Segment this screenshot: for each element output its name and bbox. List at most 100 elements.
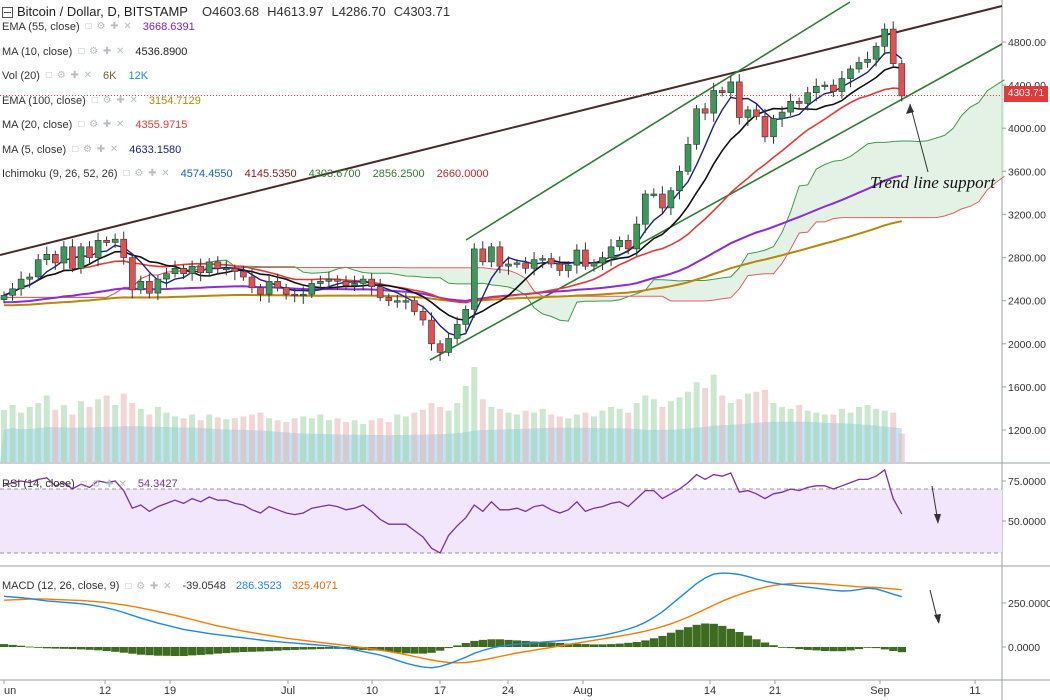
price-axis-label: 2000.00 [1008, 339, 1046, 351]
time-axis-label: 10 [366, 685, 378, 697]
volume-bar [462, 386, 469, 462]
volume-bar [402, 416, 409, 462]
indicator-row[interactable]: Vol (20) □ ⚙ ✚ ✕ 6K 12K [2, 67, 148, 85]
candle-body [676, 171, 683, 192]
volume-bar [180, 418, 187, 462]
volume-bar [796, 405, 803, 462]
volume-bar [573, 414, 580, 462]
volume-bar [727, 403, 734, 462]
candle-body [590, 262, 598, 267]
macd-histogram-bar [188, 647, 197, 656]
macd-histogram-bar [470, 640, 479, 647]
volume-bar [736, 399, 743, 462]
channel-upper-trend-line [465, 1, 851, 241]
resistance-trend-line [0, 5, 1003, 256]
macd-histogram-bar [701, 623, 710, 647]
macd-histogram-bar [649, 638, 658, 647]
indicator-label: EMA (100, close) [2, 94, 86, 107]
indicator-controls-icon[interactable]: □ ⚙ ✚ ✕ [123, 168, 171, 179]
macd-legend[interactable]: MACD (12, 26, close, 9) □ ⚙ ✚ ✕ -39.0548… [2, 580, 338, 592]
candle-body [513, 262, 521, 265]
volume-bar [197, 420, 204, 462]
indicator-controls-icon[interactable]: □ ⚙ ✚ ✕ [91, 94, 139, 106]
candle-body [129, 257, 136, 291]
candle-body [51, 254, 59, 264]
indicator-row[interactable]: EMA (55, close) □ ⚙ ✚ ✕ 3668.6391 [2, 18, 195, 36]
macd-histogram-bar [179, 647, 188, 656]
indicator-row[interactable]: EMA (100, close) □ ⚙ ✚ ✕ 3154.7129 [2, 92, 201, 110]
indicator-row[interactable]: MA (10, close) □ ⚙ ✚ ✕ 4536.8900 [2, 43, 187, 61]
candle-body [830, 84, 837, 92]
indicator-controls-icon[interactable]: □ ⚙ ✚ ✕ [72, 143, 120, 155]
candle-body [522, 262, 529, 269]
volume-bar [9, 405, 16, 462]
macd-histogram-bar [709, 623, 718, 647]
volume-bar [770, 403, 777, 462]
candle-body [564, 264, 572, 271]
candle-body [103, 240, 110, 243]
volume-bar [565, 418, 572, 462]
rsi-axis-label: 75.0000 [1008, 476, 1046, 488]
volume-bar [18, 412, 25, 462]
indicator-controls-icon[interactable]: □ ⚙ ✚ ✕ [85, 21, 133, 32]
candle-body [248, 276, 256, 289]
macd-histogram-bar [77, 647, 86, 650]
candle-body [317, 280, 324, 284]
indicator-label: Ichimoku (9, 26, 52, 26) [2, 168, 118, 180]
indicator-controls-icon[interactable]: □ ⚙ ✚ ✕ [45, 70, 94, 81]
indicator-value: 4355.9715 [135, 119, 188, 131]
volume-bar [488, 406, 495, 462]
indicator-value: 2660.0000 [436, 168, 489, 180]
macd-histogram-bar [846, 647, 855, 651]
macd-histogram-bar [376, 647, 385, 651]
indicator-row[interactable]: Ichimoku (9, 26, 52, 26) □ ⚙ ✚ ✕ 4574.4550… [2, 165, 489, 183]
candle-body [368, 278, 376, 287]
indicator-controls-icon[interactable]: □ ⚙ ✚ ✕ [78, 45, 126, 57]
volume-bar [804, 410, 811, 462]
macd-histogram-bar [51, 647, 60, 649]
candle-body [470, 248, 478, 310]
volume-bar [78, 401, 84, 462]
macd-histogram-bar [880, 647, 889, 650]
indicator-value: 4303.6700 [308, 168, 361, 180]
volume-bar [779, 406, 786, 462]
volume-bar [556, 416, 563, 462]
macd-controls-icon[interactable]: □ ⚙ ✚ ✕ [125, 580, 173, 592]
time-axis-label: 21 [769, 685, 781, 697]
indicator-value: 4633.1580 [129, 143, 182, 156]
indicator-row[interactable]: MA (5, close) □ ⚙ ✚ ✕ 4633.1580 [2, 141, 181, 159]
macd-histogram-bar [248, 647, 257, 652]
macd-down-arrowhead [934, 614, 941, 624]
candle-body [641, 193, 649, 225]
macd-histogram-bar [17, 645, 26, 647]
volume-bar [616, 408, 623, 462]
rsi-controls-icon[interactable]: □ ⚙ ✚ ✕ [80, 478, 128, 490]
candle-body [453, 324, 461, 339]
candle-body [351, 283, 358, 286]
macd-histogram-bar [863, 647, 872, 648]
collapse-icon[interactable] [2, 6, 13, 18]
macd-histogram-bar [42, 647, 51, 649]
macd-histogram-bar [803, 647, 812, 650]
indicator-controls-icon[interactable]: □ ⚙ ✚ ✕ [78, 119, 126, 130]
volume-bar [445, 410, 452, 462]
macd-histogram-bar [68, 647, 77, 650]
macd-histogram-bar [239, 647, 248, 652]
macd-histogram-bar [478, 639, 487, 647]
macd-histogram-bar [598, 644, 607, 647]
rsi-legend[interactable]: RSI (14, close) □ ⚙ ✚ ✕ 54.3427 [2, 478, 178, 490]
macd-value-0: -39.0548 [182, 580, 226, 592]
candle-body [496, 246, 504, 267]
volume-bar [625, 412, 632, 462]
indicator-row[interactable]: MA (20, close) □ ⚙ ✚ ✕ 4355.9715 [2, 116, 187, 134]
volume-bar [240, 416, 247, 462]
macd-histogram-bar [162, 647, 171, 656]
candle-body [599, 257, 606, 264]
volume-bar [69, 414, 76, 462]
volume-bar [642, 395, 649, 462]
symbol-header[interactable]: Bitcoin / Dollar, D, BITSTAMP O4603.68 H… [2, 3, 450, 21]
volume-bar [719, 395, 726, 462]
macd-histogram-bar [145, 647, 154, 656]
